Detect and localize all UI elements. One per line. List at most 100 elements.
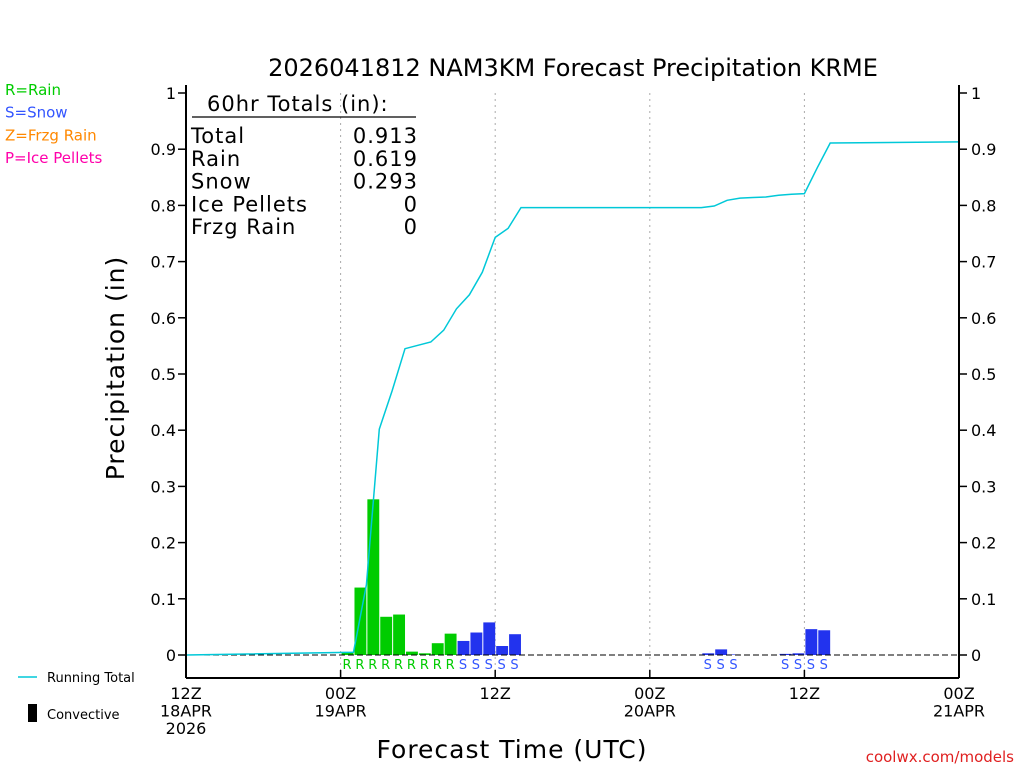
y-tick-label: 0.5 [971, 365, 996, 384]
y-tick-label: 1 [971, 84, 981, 103]
precip-bar [509, 634, 521, 655]
precip-type-letter: R [407, 658, 416, 673]
axis-ticks: 0 00.1 0.10.2 0.20.3 0.30.4 0.40.5 0.50.6 0.60.… [151, 84, 997, 738]
precip-bar [431, 643, 444, 655]
precip-bar [470, 632, 483, 655]
precip-bar [418, 653, 431, 655]
x-tick-label: 2026 [166, 719, 207, 738]
series-legend-label: Running Total [47, 671, 135, 686]
precip-type-letter: S [485, 658, 493, 673]
y-tick-label: 0.7 [151, 253, 176, 272]
running-total-line [185, 141, 960, 656]
y-tick-label: 0.1 [971, 590, 996, 609]
totals-row-label: Ice Pellets [191, 192, 308, 216]
x-tick-label: 18APR [160, 702, 212, 721]
bar-series [341, 499, 831, 655]
precip-type-letter: S [820, 658, 828, 673]
precip-bar [496, 646, 509, 655]
x-tick-label: 21APR [933, 702, 985, 721]
y-tick-label: 0.5 [151, 365, 176, 384]
precip-bar [715, 649, 728, 655]
axes [185, 85, 960, 679]
totals-row-value: 0.619 [353, 147, 418, 171]
y-tick-label: 0.6 [971, 309, 996, 328]
totals-row-label: Frzg Rain [191, 215, 296, 239]
y-axis-label: Precipitation (in) [101, 256, 130, 481]
precip-type-letter: R [394, 658, 403, 673]
precip-type-letter: R [381, 658, 390, 673]
running-total-layer [185, 141, 960, 656]
x-axis-label: Forecast Time (UTC) [377, 735, 648, 764]
precip-bar [444, 633, 457, 655]
x-tick-label: 12Z [170, 684, 201, 703]
y-tick-label: 0.9 [971, 140, 996, 159]
y-tick-label: 0.8 [151, 196, 176, 215]
precip-type-letter: S [510, 658, 518, 673]
y-tick-label: 0.4 [971, 421, 996, 440]
y-tick-label: 0.6 [151, 309, 176, 328]
credit-text: coolwx.com/models [866, 748, 1014, 766]
precip-bar [779, 653, 792, 655]
y-tick-label: 0 [971, 646, 981, 665]
x-tick-label: 12Z [480, 684, 511, 703]
y-tick-label: 0.8 [971, 196, 996, 215]
precip-bar [380, 616, 393, 655]
y-tick-label: 0.2 [971, 534, 996, 553]
series-legend: Running Total Convective [18, 671, 135, 723]
precip-bar [805, 629, 818, 655]
precip-type-letter: S [794, 658, 802, 673]
precip-bar [354, 587, 367, 655]
x-tick-label: 00Z [325, 684, 356, 703]
totals-box: 60hr Totals (in): Total 0.913 Rain 0.619 Snow… [190, 92, 418, 239]
x-tick-label: 20APR [624, 702, 676, 721]
type-legend-item: P=Ice Pellets [5, 149, 102, 167]
totals-row-value: 0 [404, 215, 418, 239]
precip-type-letter: S [781, 658, 789, 673]
precip-type-letter: S [459, 658, 467, 673]
precip-type-letter: R [420, 658, 429, 673]
precip-bar [702, 653, 715, 655]
precip-type-letter: R [355, 658, 364, 673]
precip-bar [393, 614, 406, 655]
y-tick-label: 0.2 [151, 534, 176, 553]
precip-bar [457, 640, 470, 655]
type-legend-item: R=Rain [5, 81, 61, 99]
totals-row-label: Total [190, 124, 245, 148]
precip-type-legend: R=Rain S=Snow Z=Frzg Rain P=Ice Pellets [5, 81, 102, 167]
precip-type-letter: R [368, 658, 377, 673]
y-tick-label: 0.9 [151, 140, 176, 159]
precip-type-letter: R [446, 658, 455, 673]
convective-swatch [28, 704, 37, 722]
precip-type-letter: S [704, 658, 712, 673]
y-tick-label: 0.4 [151, 421, 176, 440]
x-tick-label: 12Z [789, 684, 820, 703]
totals-row-label: Snow [191, 170, 252, 194]
type-legend-item: Z=Frzg Rain [5, 126, 97, 144]
y-tick-label: 1 [166, 84, 176, 103]
series-legend-label: Convective [47, 708, 120, 723]
totals-row-value: 0.293 [353, 170, 418, 194]
x-tick-label: 00Z [943, 684, 974, 703]
precip-bar [341, 652, 354, 655]
y-tick-label: 0 [166, 646, 176, 665]
x-tick-label: 00Z [634, 684, 665, 703]
y-tick-label: 0.1 [151, 590, 176, 609]
totals-row-label: Rain [191, 147, 241, 171]
precip-type-letter: R [343, 658, 352, 673]
x-tick-label: 19APR [315, 702, 367, 721]
precip-bar [792, 653, 805, 655]
totals-row-value: 0.913 [353, 124, 418, 148]
precip-type-letter: S [729, 658, 737, 673]
y-tick-label: 0.7 [971, 253, 996, 272]
type-legend-item: S=Snow [5, 104, 68, 122]
precip-type-letter: S [807, 658, 815, 673]
chart-title: 2026041812 NAM3KM Forecast Precipitation… [268, 54, 878, 82]
precip-type-letter: S [717, 658, 725, 673]
totals-row-value: 0 [404, 192, 418, 216]
precip-bar [818, 630, 831, 655]
y-tick-label: 0.3 [971, 477, 996, 496]
precip-bar [367, 499, 380, 655]
precip-type-letter: S [472, 658, 480, 673]
grid-lines [340, 93, 805, 678]
